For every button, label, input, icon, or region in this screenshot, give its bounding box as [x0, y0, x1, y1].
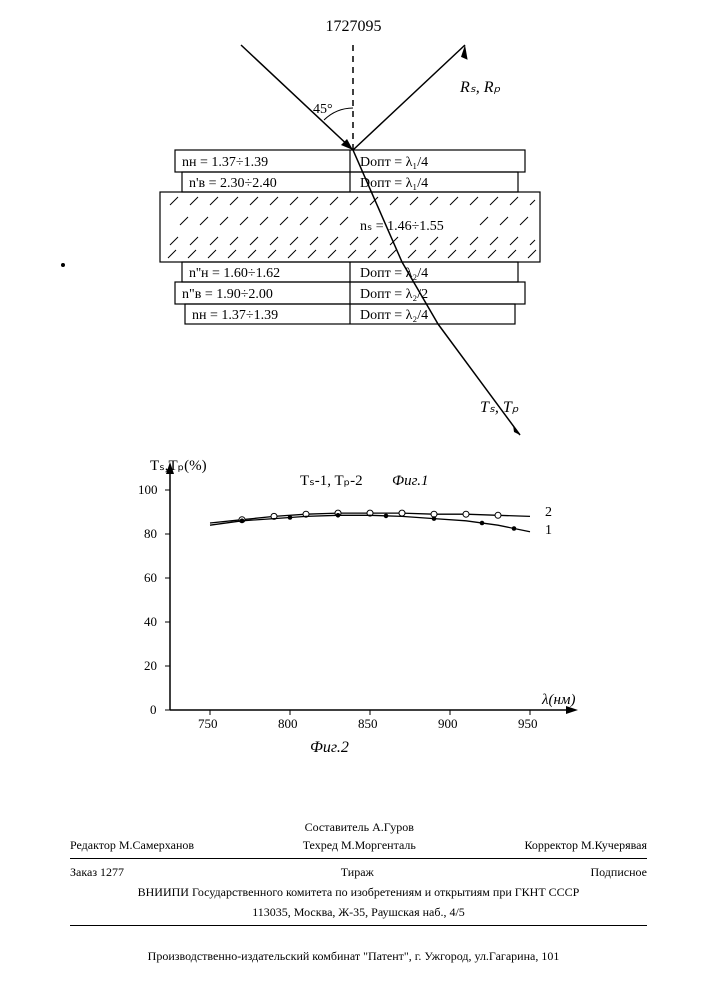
- artifact-dot: [61, 263, 65, 267]
- fig2-caption: Фиг.2: [310, 739, 349, 756]
- x-axis-label: λ(нм): [541, 692, 576, 708]
- layer-3-left: n''н = 1.60÷1.62: [189, 266, 280, 281]
- y-axis-label: Tₛ,Tₚ(%): [150, 458, 207, 474]
- order-number: Заказ 1277: [70, 863, 124, 881]
- series-1-label: 1: [545, 523, 552, 538]
- svg-text:950: 950: [518, 716, 538, 731]
- layer-1-left: n'в = 2.30÷2.40: [189, 176, 277, 191]
- subscription: Подписное: [590, 863, 647, 881]
- svg-text:850: 850: [358, 716, 378, 731]
- figure-2-svg: 0 20 40 60 80 100 Tₛ,Tₚ(%) 750 800 850 9…: [0, 430, 707, 790]
- svg-text:100: 100: [138, 482, 158, 497]
- footer-rule-2: [70, 925, 647, 926]
- svg-text:900: 900: [438, 716, 458, 731]
- editor-credit: Редактор М.Самерханов: [70, 836, 194, 854]
- layer-3-right: Dопт = λ₂/4: [360, 266, 428, 281]
- svg-text:80: 80: [144, 526, 157, 541]
- footer-rule-1: [70, 858, 647, 859]
- production-line: Производственно-издательский комбинат "П…: [148, 949, 560, 964]
- layer-0-left: nн = 1.37÷1.39: [182, 155, 268, 170]
- layer-0-right: Dопт = λ₁/4: [360, 155, 428, 170]
- center-credits: Составитель А.Гуров Техред М.Моргенталь: [303, 818, 416, 854]
- svg-text:20: 20: [144, 658, 157, 673]
- series-2-label: 2: [545, 505, 552, 520]
- org-line-1: ВНИИПИ Государственного комитета по изоб…: [70, 883, 647, 901]
- reflect-label: Rₛ, Rₚ: [459, 79, 501, 96]
- fig1-caption: Фиг.1: [392, 473, 428, 489]
- svg-text:60: 60: [144, 570, 157, 585]
- corrector-credit: Корректор М.Кучерявая: [524, 836, 647, 854]
- org-line-2: 113035, Москва, Ж-35, Раушская наб., 4/5: [70, 903, 647, 921]
- layer-2-middle: nₛ = 1.46÷1.55: [360, 219, 444, 234]
- circulation: Тираж: [341, 863, 374, 881]
- layer-4-left: n"в = 1.90÷2.00: [182, 287, 273, 302]
- transmit-label: Tₛ, Tₚ: [480, 399, 519, 416]
- angle-label: 45°: [313, 102, 333, 117]
- layer-5-left: nн = 1.37÷1.39: [192, 308, 278, 323]
- svg-text:40: 40: [144, 614, 157, 629]
- svg-text:800: 800: [278, 716, 298, 731]
- layer-5-right: Dопт = λ₂/4: [360, 308, 428, 323]
- svg-text:0: 0: [150, 702, 157, 717]
- legend-text: Tₛ-1, Tₚ-2: [300, 473, 363, 489]
- svg-text:750: 750: [198, 716, 218, 731]
